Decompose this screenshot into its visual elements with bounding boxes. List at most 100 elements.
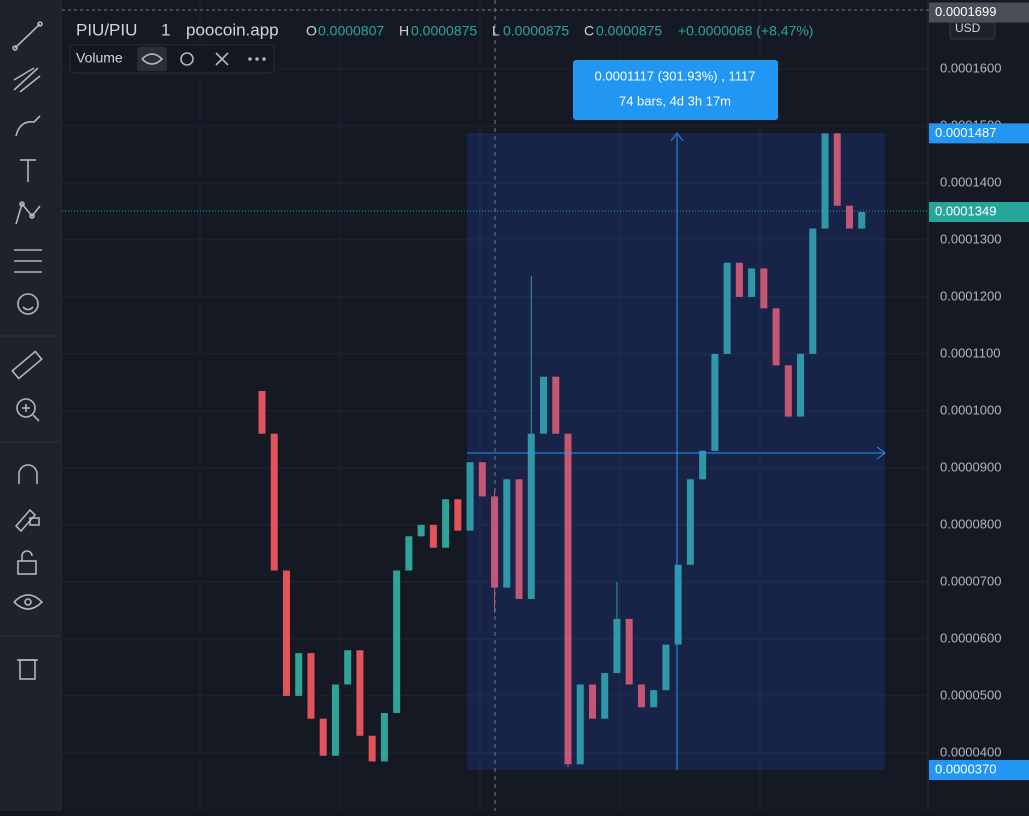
candle-body bbox=[454, 499, 462, 531]
ruler-tool[interactable] bbox=[11, 350, 43, 380]
candle-body bbox=[674, 564, 682, 645]
candle-body bbox=[282, 570, 290, 696]
pattern-tool[interactable] bbox=[15, 201, 41, 225]
remove-button[interactable] bbox=[215, 52, 229, 66]
candle-body bbox=[344, 650, 352, 685]
candle-body bbox=[735, 262, 743, 297]
candle-body bbox=[331, 684, 339, 756]
candle-body bbox=[699, 450, 707, 480]
candle-body bbox=[466, 462, 474, 531]
ohlc-value: 0.0000875 bbox=[503, 23, 569, 39]
measure-tooltip bbox=[573, 60, 778, 120]
interval: 1 bbox=[161, 20, 170, 39]
price-tag-label: 0.0001487 bbox=[935, 125, 996, 140]
ohlc-label: L bbox=[492, 23, 500, 39]
legend: PIU/PIU 1 poocoin.app O 0.0000807 H 0.00… bbox=[69, 20, 813, 74]
ohlc-label: H bbox=[399, 23, 409, 39]
candle-body bbox=[760, 268, 768, 309]
fib-tool[interactable] bbox=[13, 67, 41, 93]
y-tick-label: 0.0000700 bbox=[940, 573, 1001, 588]
volume-legend bbox=[69, 44, 275, 74]
candle-body bbox=[858, 212, 866, 229]
measure-box bbox=[467, 133, 885, 770]
candle-body bbox=[319, 718, 327, 756]
candle-body bbox=[356, 650, 364, 736]
candle-body bbox=[442, 499, 450, 548]
magnet-tool[interactable] bbox=[18, 464, 38, 484]
price-tag-label: 0.0001699 bbox=[935, 4, 996, 19]
trend-line-tool[interactable] bbox=[12, 21, 43, 51]
candle-body bbox=[295, 653, 303, 696]
volume-label: Volume bbox=[76, 50, 123, 66]
candle-body bbox=[429, 524, 437, 548]
visibility-tool[interactable] bbox=[13, 594, 44, 610]
candle-body bbox=[637, 684, 645, 708]
y-tick-label: 0.0001400 bbox=[940, 174, 1001, 189]
y-tick-label: 0.0000800 bbox=[940, 516, 1001, 531]
candle-body bbox=[686, 479, 694, 565]
y-tick-label: 0.0000400 bbox=[940, 744, 1001, 759]
price-tag bbox=[929, 2, 1029, 23]
lock-drawing-tool[interactable] bbox=[14, 508, 40, 533]
price-tag bbox=[929, 202, 1029, 223]
currency: USD bbox=[955, 21, 981, 35]
more-button[interactable] bbox=[248, 57, 266, 61]
candle-body bbox=[393, 570, 401, 713]
ohlc-value: 0.0000807 bbox=[318, 23, 384, 39]
ohlc-change: +0.0000068 (+8.47%) bbox=[678, 23, 813, 39]
measure-text: 0.0001117 (301.93%) , 1117 bbox=[595, 68, 756, 83]
candle-body bbox=[540, 376, 548, 434]
y-tick-label: 0.0000600 bbox=[940, 630, 1001, 645]
candle-body bbox=[368, 735, 376, 762]
trash-tool[interactable] bbox=[17, 659, 38, 680]
measure-arrow-head bbox=[876, 446, 886, 460]
y-tick-label: 0.0001300 bbox=[940, 231, 1001, 246]
candle-body bbox=[491, 496, 499, 588]
lock-tool[interactable] bbox=[17, 550, 37, 575]
candle-body bbox=[270, 433, 278, 571]
candle-body bbox=[503, 479, 511, 588]
measure-text: 74 bars, 4d 3h 17m bbox=[619, 93, 731, 108]
candle-body bbox=[846, 205, 854, 229]
measure-overlay: 0.0001117 (301.93%) , 1117 74 bars, 4d 3… bbox=[62, 0, 1029, 811]
y-tick-label: 0.0000900 bbox=[940, 459, 1001, 474]
candle-body bbox=[258, 390, 266, 434]
candles bbox=[258, 133, 866, 768]
candle-body bbox=[552, 376, 560, 434]
y-tick-label: 0.0001200 bbox=[940, 288, 1001, 303]
candle-body bbox=[527, 433, 535, 599]
eye-icon bbox=[141, 53, 164, 65]
zoom-tool[interactable] bbox=[16, 398, 40, 422]
source: poocoin.app bbox=[186, 20, 279, 39]
brush-tool[interactable] bbox=[15, 115, 41, 137]
settings-button[interactable] bbox=[180, 52, 194, 66]
y-tick-label: 0.0001100 bbox=[940, 345, 1001, 360]
price-tag-label: 0.0001349 bbox=[935, 203, 996, 218]
price-tag bbox=[929, 759, 1029, 780]
candle-body bbox=[405, 536, 413, 571]
emoji-tool[interactable] bbox=[17, 293, 39, 315]
toolbar-icons bbox=[0, 21, 60, 680]
candle-body bbox=[601, 673, 609, 719]
ohlc-label: C bbox=[584, 23, 594, 39]
prediction-tool[interactable] bbox=[14, 249, 42, 273]
candle-body bbox=[662, 644, 670, 691]
candle-body bbox=[809, 228, 817, 354]
toolbar bbox=[0, 0, 60, 811]
candle-body bbox=[748, 268, 756, 297]
y-tick-label: 0.0001000 bbox=[940, 402, 1001, 417]
candle-body bbox=[515, 479, 523, 599]
candle-body bbox=[380, 712, 388, 762]
y-tick-label: 0.0000500 bbox=[940, 687, 1001, 702]
text-tool[interactable] bbox=[20, 159, 36, 182]
candle-body bbox=[723, 262, 731, 354]
ohlc-value: 0.0000875 bbox=[411, 23, 477, 39]
candle-body bbox=[821, 133, 829, 229]
candle-body bbox=[711, 353, 719, 451]
symbol: PIU/PIU bbox=[76, 20, 137, 39]
visibility-button[interactable] bbox=[137, 47, 167, 71]
candle-body bbox=[833, 133, 841, 206]
candle-body bbox=[784, 365, 792, 417]
candle-body bbox=[772, 308, 780, 366]
